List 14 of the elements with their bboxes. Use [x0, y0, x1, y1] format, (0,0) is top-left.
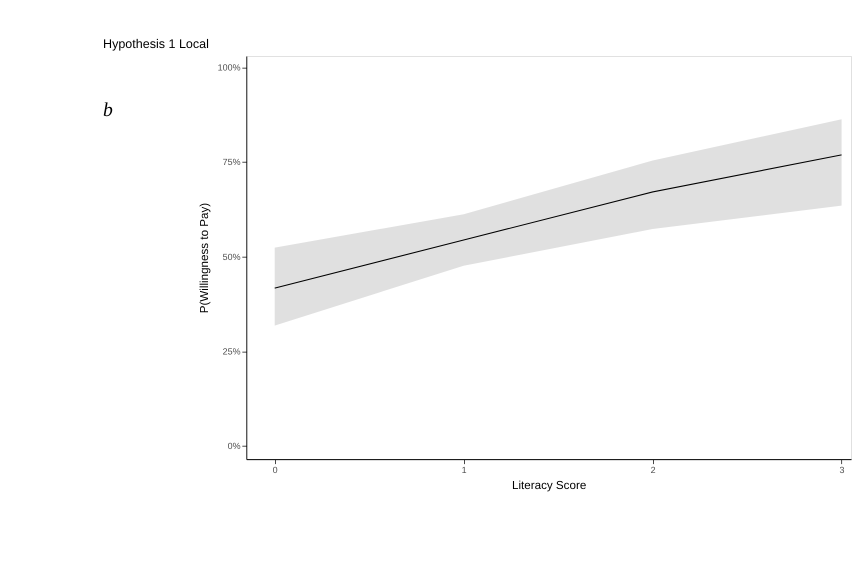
x-tick-label: 0 — [272, 465, 278, 476]
y-tick-label: 0% — [228, 441, 241, 452]
y-tick-label: 75% — [222, 157, 241, 168]
chart-title: Hypothesis 1 Local — [103, 37, 209, 51]
x-tick-label: 3 — [840, 465, 845, 476]
y-axis-title: P(Willingness to Pay) — [198, 202, 211, 314]
text: b — [103, 99, 114, 122]
line-series — [274, 154, 842, 289]
y-tick-label: 50% — [222, 252, 241, 262]
y-tick-label: 100% — [218, 62, 241, 73]
x-axis-title: Literacy Score — [512, 479, 586, 492]
x-tick-label: 1 — [462, 465, 467, 476]
x-tick-label: 2 — [650, 465, 656, 476]
y-tick-label: 25% — [222, 346, 241, 356]
